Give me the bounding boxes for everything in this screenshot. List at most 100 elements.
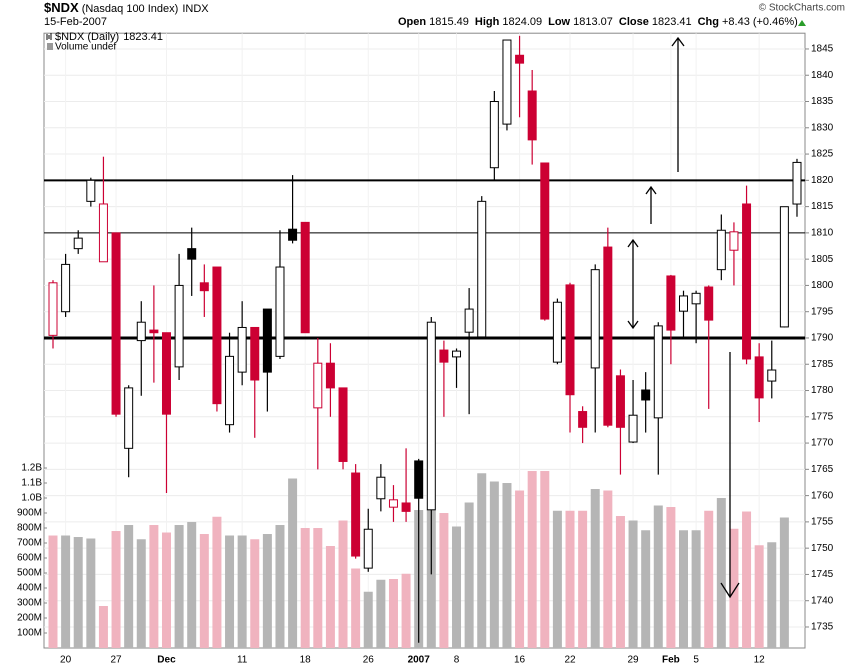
candle-body bbox=[603, 246, 613, 426]
high-value: 1824.09 bbox=[502, 16, 542, 28]
y2-tick-label: 800M bbox=[17, 523, 42, 534]
exchange: INDX bbox=[182, 3, 209, 15]
candle-body bbox=[363, 528, 373, 569]
candle-body bbox=[792, 161, 802, 205]
candle-body bbox=[73, 237, 83, 250]
candle-body bbox=[439, 349, 449, 363]
y2-tick-label: 1.1B bbox=[21, 478, 42, 489]
y-tick-label: 1805 bbox=[811, 254, 834, 265]
volume-bar bbox=[767, 542, 777, 648]
volume-bar bbox=[666, 507, 676, 648]
y-tick-label: 1745 bbox=[811, 569, 834, 580]
candle-body bbox=[124, 387, 134, 449]
candle-body bbox=[590, 269, 600, 369]
x-tick-label: 27 bbox=[110, 655, 122, 666]
y2-tick-label: 400M bbox=[17, 583, 42, 594]
volume-bar bbox=[452, 526, 462, 648]
candle-body bbox=[477, 200, 487, 338]
volume-bar bbox=[111, 531, 121, 648]
legend-icon bbox=[47, 43, 53, 50]
y2-tick-label: 600M bbox=[17, 553, 42, 564]
volume-bar bbox=[73, 537, 83, 648]
y-tick-label: 1765 bbox=[811, 464, 834, 475]
y2-tick-label: 200M bbox=[17, 613, 42, 624]
volume-bar bbox=[565, 510, 575, 648]
y-tick-label: 1760 bbox=[811, 490, 834, 501]
candle-body bbox=[313, 362, 323, 409]
volume-bar bbox=[439, 513, 449, 648]
y-tick-label: 1810 bbox=[811, 228, 834, 239]
header-title: $NDX (Nasdaq 100 Index) INDX bbox=[44, 0, 209, 15]
y2-tick-label: 100M bbox=[17, 628, 42, 639]
axis-labels: 1735 1740 1745 1750 1755 1760 1765 1770 1775 1780… bbox=[17, 44, 834, 666]
candle-body bbox=[464, 308, 474, 333]
y-tick-label: 1845 bbox=[811, 44, 834, 55]
candle-body bbox=[325, 362, 335, 389]
candle-body bbox=[552, 301, 562, 363]
candle-body bbox=[275, 266, 285, 357]
x-tick-label: 26 bbox=[363, 655, 375, 666]
candle-body bbox=[199, 282, 209, 292]
volume-bar bbox=[590, 489, 600, 648]
volume-bar bbox=[540, 471, 550, 648]
volume-bar bbox=[98, 606, 108, 648]
volume-bar bbox=[237, 535, 247, 648]
x-tick-label: 16 bbox=[514, 655, 526, 666]
x-tick-label: 18 bbox=[300, 655, 312, 666]
y-tick-label: 1755 bbox=[811, 517, 834, 528]
x-tick-label: Dec bbox=[157, 655, 176, 666]
y2-tick-label: 1.2B bbox=[21, 463, 42, 474]
volume-bar bbox=[754, 545, 764, 648]
candle-body bbox=[161, 332, 171, 415]
candle-body bbox=[376, 476, 386, 500]
close-value: 1823.41 bbox=[652, 16, 692, 28]
candle-body bbox=[615, 375, 625, 428]
low-label: Low bbox=[548, 16, 570, 28]
arrow bbox=[671, 36, 685, 172]
volume-bar bbox=[199, 534, 209, 648]
volume-bar bbox=[376, 579, 386, 648]
volume-bar bbox=[603, 490, 613, 648]
y-tick-label: 1750 bbox=[811, 543, 834, 554]
candle-body bbox=[48, 282, 58, 336]
candle-body bbox=[414, 460, 424, 499]
x-tick-label: 8 bbox=[454, 655, 460, 666]
volume-bar bbox=[502, 483, 512, 648]
candle-body bbox=[351, 472, 361, 557]
y-tick-label: 1825 bbox=[811, 149, 834, 160]
arrow bbox=[720, 352, 740, 599]
volume-bar bbox=[124, 525, 134, 648]
y-tick-label: 1740 bbox=[811, 595, 834, 606]
volume-bar bbox=[653, 505, 663, 648]
x-tick-label: Feb bbox=[662, 655, 680, 666]
volume-bar bbox=[578, 510, 588, 648]
candle-body bbox=[401, 502, 411, 512]
candle-body bbox=[779, 206, 789, 328]
volume-bar bbox=[86, 538, 96, 648]
candle-body bbox=[666, 275, 676, 331]
up-triangle bbox=[798, 20, 806, 26]
volume-bars bbox=[48, 471, 789, 648]
annotations bbox=[627, 36, 740, 599]
y-tick-label: 1815 bbox=[811, 201, 834, 212]
volume-bar bbox=[477, 473, 487, 648]
x-tick-label: 2007 bbox=[408, 655, 431, 666]
volume-bar bbox=[149, 525, 159, 648]
volume-bar bbox=[729, 528, 739, 648]
volume-bar bbox=[187, 522, 197, 648]
volume-bar bbox=[388, 579, 398, 648]
legend: $NDX (Daily) 1823.41 Volume undef bbox=[46, 31, 163, 53]
candle-body bbox=[237, 326, 247, 373]
candle-body bbox=[742, 203, 752, 360]
candle-body bbox=[61, 263, 71, 313]
y-tick-label: 1840 bbox=[811, 70, 834, 81]
y-tick-label: 1800 bbox=[811, 280, 834, 291]
candle-body bbox=[262, 308, 272, 373]
candle-body bbox=[300, 221, 310, 334]
legend-name: $NDX (Daily) bbox=[55, 31, 119, 43]
volume-bar bbox=[426, 510, 436, 648]
candle-body bbox=[250, 326, 260, 381]
low-value: 1813.07 bbox=[573, 16, 613, 28]
